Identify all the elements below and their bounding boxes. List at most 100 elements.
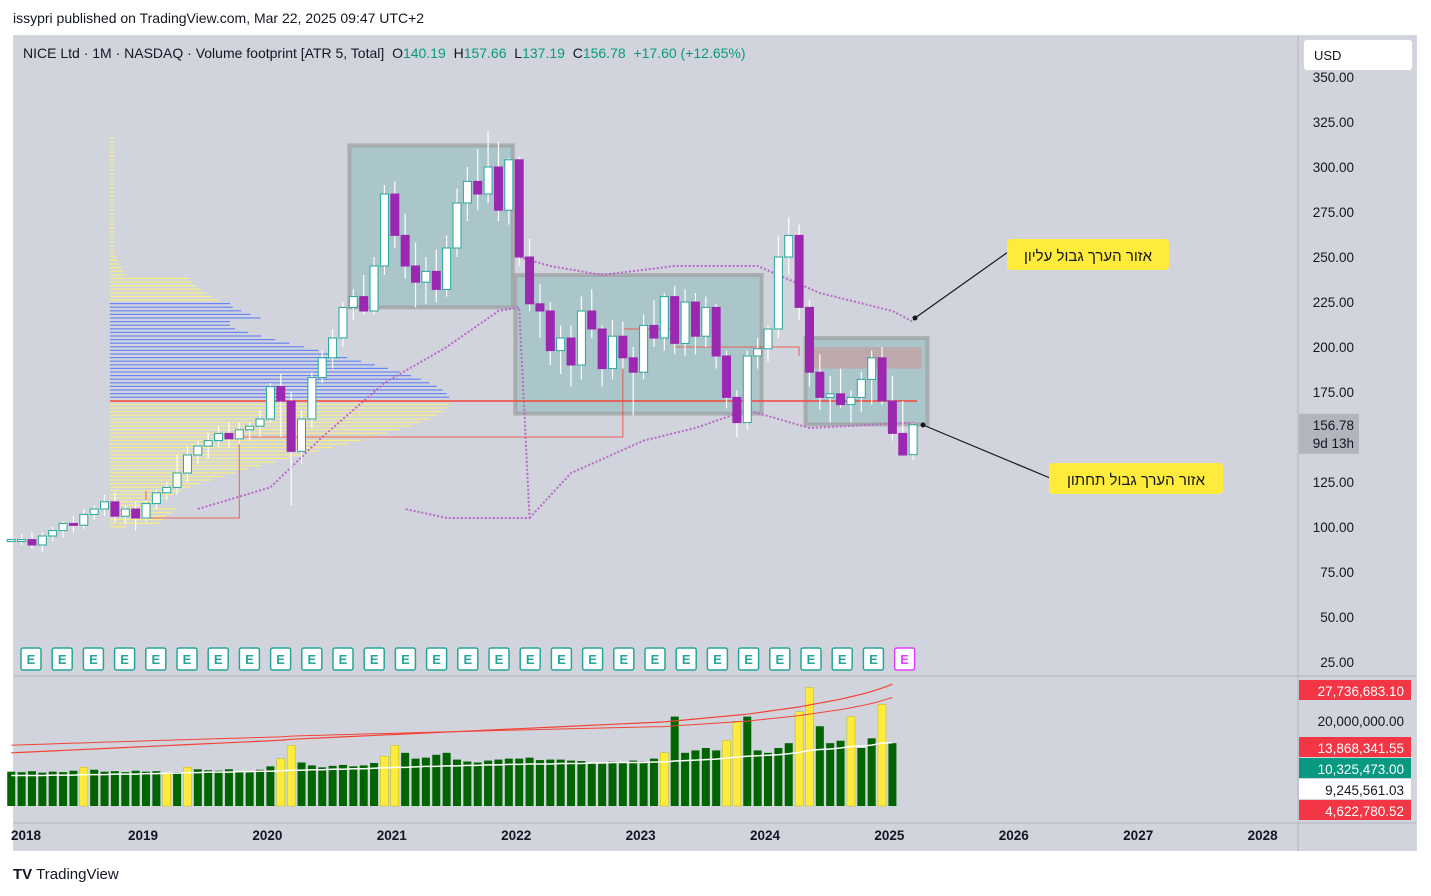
volume-bar xyxy=(525,757,534,806)
earnings-marker xyxy=(831,647,853,671)
volume-bar xyxy=(494,759,503,806)
profile-bar xyxy=(110,378,421,380)
profile-bar xyxy=(110,479,212,481)
candle xyxy=(473,180,483,195)
lower-envelope-2 xyxy=(528,408,914,519)
volume-bar xyxy=(846,716,856,807)
volume-bar xyxy=(245,772,254,806)
candle xyxy=(411,265,421,283)
price-tick-label: 225.00 xyxy=(1313,295,1354,310)
earnings-marker-label: E xyxy=(588,652,597,667)
time-tick-label: 2020 xyxy=(252,828,282,843)
profile-bar xyxy=(110,324,230,326)
volume-bar xyxy=(535,760,544,806)
candle xyxy=(452,202,462,249)
candle xyxy=(214,432,224,442)
upper-zone-highlight xyxy=(807,347,922,369)
volume-bar xyxy=(38,772,47,806)
candle xyxy=(887,400,897,434)
price-tick-label: 325.00 xyxy=(1313,115,1354,130)
profile-bar xyxy=(110,223,114,225)
volume-bar xyxy=(214,770,223,806)
volume-bar xyxy=(297,762,306,806)
volume-bar xyxy=(421,757,430,806)
earnings-marker xyxy=(893,647,916,671)
volume-bar xyxy=(556,759,565,806)
earnings-marker xyxy=(145,647,167,671)
lower-envelope xyxy=(197,306,531,519)
profile-bar xyxy=(110,432,388,434)
earnings-marker xyxy=(176,647,198,671)
upper-envelope xyxy=(518,256,914,323)
profile-bar xyxy=(110,450,319,452)
profile-bar xyxy=(110,475,223,477)
volume-bar xyxy=(484,760,493,806)
candle xyxy=(297,418,306,452)
earnings-marker xyxy=(20,647,42,671)
earnings-marker-label: E xyxy=(245,652,254,667)
profile-bar xyxy=(110,313,251,315)
tradingview-brand[interactable]: TV TradingView xyxy=(13,866,119,883)
currency-selector[interactable]: USD xyxy=(1303,39,1413,71)
candle xyxy=(846,396,856,406)
volume-bar xyxy=(110,771,119,806)
earnings-marker-label: E xyxy=(869,652,878,667)
low-value: 137.19 xyxy=(522,45,565,61)
volume-bars xyxy=(7,683,897,807)
earnings-marker xyxy=(706,647,729,671)
volume-bar xyxy=(577,761,586,806)
volume-bar xyxy=(888,743,897,806)
volume-bar xyxy=(743,716,752,806)
volume-bar xyxy=(183,767,192,807)
profile-bar xyxy=(110,191,114,193)
profile-bar xyxy=(110,166,114,168)
profile-bar xyxy=(110,169,114,171)
profile-bar xyxy=(110,234,114,236)
candle xyxy=(711,306,721,357)
volume-bar xyxy=(857,748,866,806)
candle xyxy=(286,400,296,452)
candle xyxy=(804,306,814,373)
earnings-marker-label: E xyxy=(495,652,504,667)
candle xyxy=(68,522,78,526)
earnings-marker xyxy=(82,647,105,671)
volume-bar xyxy=(805,687,814,807)
profile-bar xyxy=(110,263,120,265)
candle xyxy=(390,193,400,236)
volume-bar xyxy=(867,738,876,806)
volume-bar xyxy=(266,766,275,806)
profile-bar xyxy=(110,429,400,431)
profile-bar xyxy=(110,198,114,200)
candle xyxy=(618,335,628,359)
candle xyxy=(701,306,711,337)
volume-value-label: 13,868,341.55 xyxy=(1318,741,1404,756)
earnings-marker xyxy=(113,647,136,671)
candle xyxy=(110,501,120,517)
time-tick-label: 2024 xyxy=(750,828,781,843)
candle xyxy=(898,432,908,456)
volume-bar xyxy=(629,760,638,806)
volume-bar xyxy=(453,759,461,806)
profile-bar xyxy=(110,299,218,301)
volume-value-badge xyxy=(1299,680,1411,700)
earnings-marker xyxy=(800,647,822,671)
volume-bar xyxy=(162,772,171,807)
change-value: +17.60 (+12.65%) xyxy=(633,45,746,61)
profile-bar xyxy=(110,151,114,153)
candle xyxy=(27,539,37,546)
candle xyxy=(203,440,213,447)
volume-bar xyxy=(48,771,57,806)
time-tick-label: 2026 xyxy=(999,828,1030,843)
time-tick-label: 2023 xyxy=(626,828,657,843)
volume-bar xyxy=(276,758,286,807)
volume-bar xyxy=(380,755,389,807)
annotation-anchor xyxy=(912,315,918,321)
profile-bar xyxy=(110,317,261,319)
candle xyxy=(421,270,431,283)
profile-bar xyxy=(110,339,276,341)
candle xyxy=(100,501,110,510)
volume-bar xyxy=(608,761,617,806)
price-tick-label: 350.00 xyxy=(1313,70,1354,85)
candle xyxy=(120,508,130,517)
